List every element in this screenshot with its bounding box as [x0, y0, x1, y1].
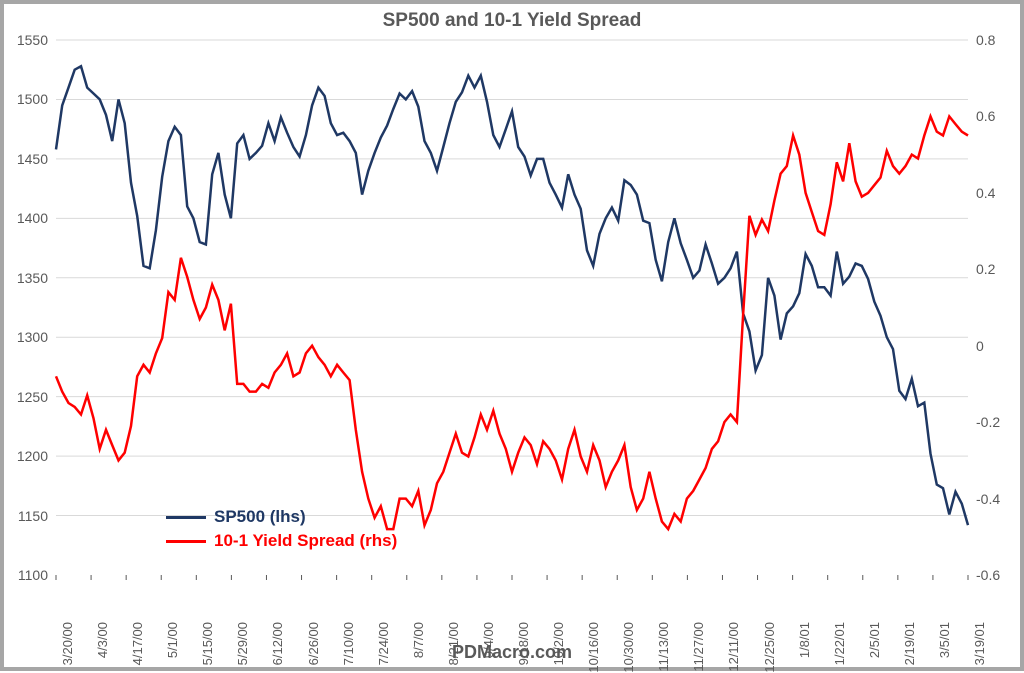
y-left-tick: 1150	[4, 509, 54, 523]
y-right-tick: 0.2	[970, 262, 1020, 276]
y-right-tick: -0.6	[970, 568, 1020, 582]
y-left-tick: 1500	[4, 92, 54, 106]
y-left-tick: 1200	[4, 449, 54, 463]
legend-item: 10-1 Yield Spread (rhs)	[166, 531, 397, 551]
chart-container: SP500 and 10-1 Yield Spread 1100 1150 1200…	[0, 0, 1024, 671]
y-left-tick: 1300	[4, 330, 54, 344]
legend-label: SP500 (lhs)	[214, 507, 306, 527]
y-right-tick: 0	[970, 339, 1020, 353]
y-right-tick: -0.2	[970, 415, 1020, 429]
plot-svg	[56, 40, 968, 575]
x-axis: 3/20/004/3/004/17/005/1/005/15/005/29/00…	[56, 577, 968, 637]
y-right-tick: 0.4	[970, 186, 1020, 200]
y-right-tick: 0.8	[970, 33, 1020, 47]
y-right-tick: 0.6	[970, 109, 1020, 123]
y-left-tick: 1250	[4, 390, 54, 404]
y-left-tick: 1400	[4, 211, 54, 225]
y-axis-left: 1100115012001250130013501400145015001550	[4, 40, 54, 575]
legend-swatch	[166, 516, 206, 519]
y-left-tick: 1350	[4, 271, 54, 285]
y-left-tick: 1550	[4, 33, 54, 47]
y-axis-right: -0.6-0.4-0.200.20.40.60.8	[970, 40, 1020, 575]
legend-label: 10-1 Yield Spread (rhs)	[214, 531, 397, 551]
y-right-tick: -0.4	[970, 492, 1020, 506]
legend-swatch	[166, 540, 206, 543]
y-left-tick: 1450	[4, 152, 54, 166]
footer-watermark: PDMacro.com	[4, 642, 1020, 663]
y-left-tick: 1100	[4, 568, 54, 582]
legend: SP500 (lhs) 10-1 Yield Spread (rhs)	[166, 507, 397, 555]
legend-item: SP500 (lhs)	[166, 507, 397, 527]
chart-title: SP500 and 10-1 Yield Spread	[4, 4, 1020, 32]
plot-area: SP500 (lhs) 10-1 Yield Spread (rhs)	[56, 40, 968, 575]
